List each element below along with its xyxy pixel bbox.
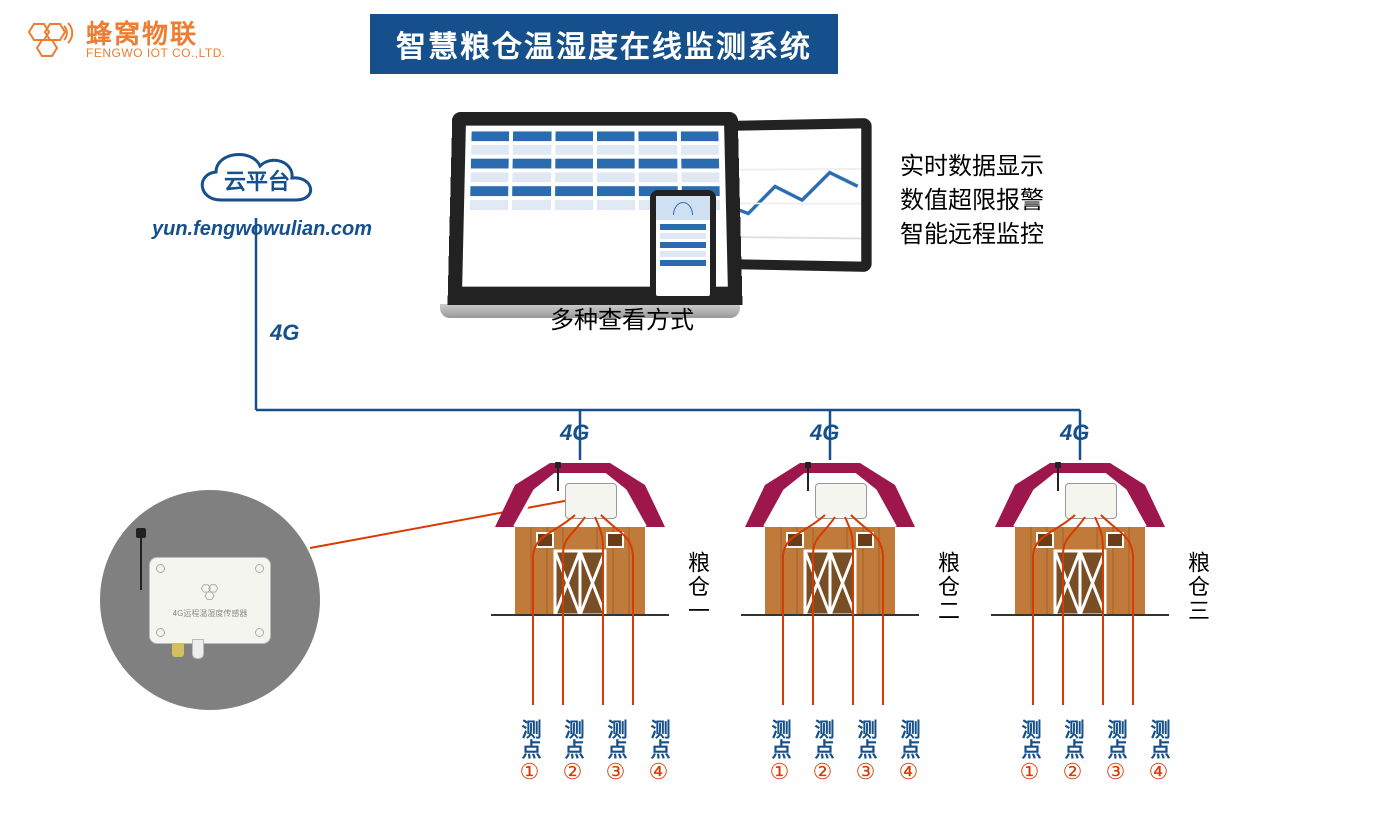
mp-label: 测点 bbox=[894, 719, 923, 759]
mp-label: 测点 bbox=[644, 719, 673, 759]
mp-label: 测点 bbox=[1015, 719, 1044, 759]
measure-points: 测点① 测点② 测点③ 测点④ bbox=[1015, 719, 1173, 785]
mp-label: 测点 bbox=[851, 719, 880, 759]
mp-label: 测点 bbox=[1058, 719, 1087, 759]
mp-label: 测点 bbox=[601, 719, 630, 759]
mp-number: ④ bbox=[644, 759, 673, 785]
mp-number: ① bbox=[515, 759, 544, 785]
network-label-barn1: 4G bbox=[560, 420, 589, 446]
network-label-main: 4G bbox=[270, 320, 299, 346]
mp-label: 测点 bbox=[808, 719, 837, 759]
barn-name: 粮仓一 bbox=[681, 551, 713, 623]
sensor-detail: 4G远程温湿度传感器 bbox=[100, 490, 320, 710]
mp-number: ③ bbox=[1101, 759, 1130, 785]
mp-number: ① bbox=[765, 759, 794, 785]
barn-name: 粮仓二 bbox=[931, 551, 963, 623]
mp-number: ② bbox=[558, 759, 587, 785]
mp-number: ③ bbox=[851, 759, 880, 785]
measure-points: 测点① 测点② 测点③ 测点④ bbox=[515, 719, 673, 785]
mp-number: ② bbox=[1058, 759, 1087, 785]
barn: 粮仓一 测点① 测点② 测点③ 测点④ bbox=[485, 455, 715, 835]
mp-label: 测点 bbox=[1101, 719, 1130, 759]
mp-label: 测点 bbox=[1144, 719, 1173, 759]
mp-label: 测点 bbox=[765, 719, 794, 759]
barn: 粮仓三 测点① 测点② 测点③ 测点④ bbox=[985, 455, 1215, 835]
mp-number: ④ bbox=[894, 759, 923, 785]
network-label-barn2: 4G bbox=[810, 420, 839, 446]
mp-number: ③ bbox=[601, 759, 630, 785]
sensor-model-text: 4G远程温湿度传感器 bbox=[173, 608, 248, 619]
mp-number: ④ bbox=[1144, 759, 1173, 785]
mp-number: ② bbox=[808, 759, 837, 785]
mp-label: 测点 bbox=[515, 719, 544, 759]
mp-number: ① bbox=[1015, 759, 1044, 785]
barn: 粮仓二 测点① 测点② 测点③ 测点④ bbox=[735, 455, 965, 835]
mp-label: 测点 bbox=[558, 719, 587, 759]
barn-name: 粮仓三 bbox=[1181, 551, 1213, 623]
measure-points: 测点① 测点② 测点③ 测点④ bbox=[765, 719, 923, 785]
network-label-barn3: 4G bbox=[1060, 420, 1089, 446]
